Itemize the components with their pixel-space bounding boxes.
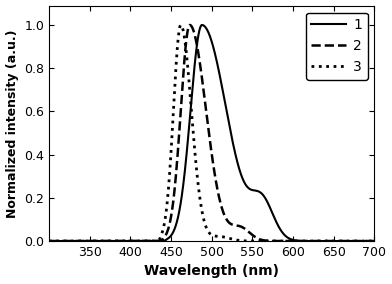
2 — [85, 239, 90, 243]
X-axis label: Wavelength (nm): Wavelength (nm) — [144, 264, 279, 278]
2 — [106, 239, 111, 243]
Legend: 1, 2, 3: 1, 2, 3 — [306, 12, 367, 80]
3 — [85, 239, 90, 243]
Line: 3: 3 — [49, 25, 391, 241]
Line: 2: 2 — [49, 25, 391, 241]
3 — [47, 239, 51, 243]
3 — [178, 24, 182, 28]
1 — [345, 239, 350, 243]
Y-axis label: Normalized intensity (a.u.): Normalized intensity (a.u.) — [5, 29, 18, 218]
1 — [382, 239, 387, 243]
3 — [345, 239, 350, 243]
1 — [192, 62, 197, 65]
1 — [85, 239, 90, 243]
1 — [178, 205, 182, 209]
Line: 1: 1 — [49, 25, 391, 241]
2 — [178, 120, 182, 123]
1 — [200, 23, 204, 27]
3 — [382, 239, 387, 243]
2 — [187, 23, 192, 27]
1 — [106, 239, 111, 243]
2 — [192, 34, 197, 37]
2 — [382, 239, 387, 243]
2 — [47, 239, 51, 243]
1 — [47, 239, 51, 243]
3 — [388, 239, 392, 243]
2 — [388, 239, 392, 243]
3 — [106, 239, 111, 243]
1 — [388, 239, 392, 243]
3 — [192, 151, 197, 154]
2 — [345, 239, 350, 243]
3 — [178, 23, 183, 27]
